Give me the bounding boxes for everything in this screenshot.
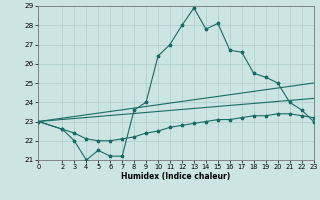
X-axis label: Humidex (Indice chaleur): Humidex (Indice chaleur) (121, 172, 231, 181)
